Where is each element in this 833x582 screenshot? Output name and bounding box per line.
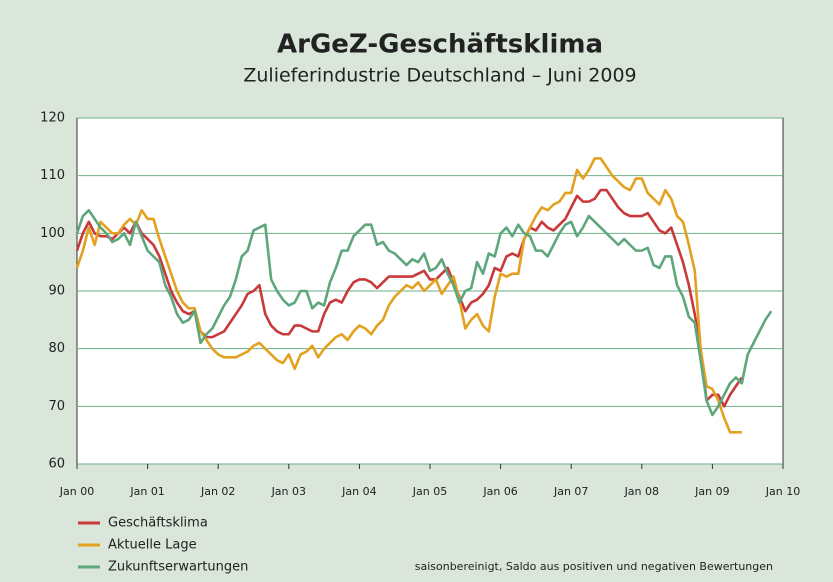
y-tick-label: 70 [48, 399, 65, 414]
x-tick-label: Jan 06 [482, 485, 517, 498]
x-tick-label: Jan 03 [271, 485, 306, 498]
legend-label: Zukunftserwartungen [108, 560, 248, 575]
x-tick-label: Jan 05 [412, 485, 447, 498]
y-tick-label: 100 [40, 226, 65, 241]
x-tick-label: Jan 04 [341, 485, 376, 498]
y-tick-label: 120 [40, 111, 65, 126]
x-tick-label: Jan 09 [694, 485, 729, 498]
x-tick-label: Jan 00 [59, 485, 94, 498]
x-tick-label: Jan 02 [200, 485, 235, 498]
y-tick-label: 80 [48, 341, 65, 356]
chart-title: ArGeZ-Geschäftsklima [277, 30, 603, 60]
x-tick-label: Jan 08 [624, 485, 659, 498]
x-tick-label: Jan 10 [765, 485, 800, 498]
x-tick-label: Jan 07 [553, 485, 588, 498]
note: saisonbereinigt, Saldo aus positiven und… [415, 560, 773, 573]
series-line [75, 157, 742, 434]
y-tick-label: 110 [40, 168, 65, 183]
series-line [75, 188, 743, 408]
y-tick-label: 90 [48, 284, 65, 299]
legend-label: Aktuelle Lage [108, 538, 197, 553]
series-line [75, 208, 773, 417]
x-tick-label: Jan 01 [129, 485, 164, 498]
chart-subtitle: Zulieferindustrie Deutschland – Juni 200… [243, 65, 636, 87]
y-tick-label: 60 [48, 457, 65, 472]
legend-label: Geschäftsklima [108, 516, 208, 531]
